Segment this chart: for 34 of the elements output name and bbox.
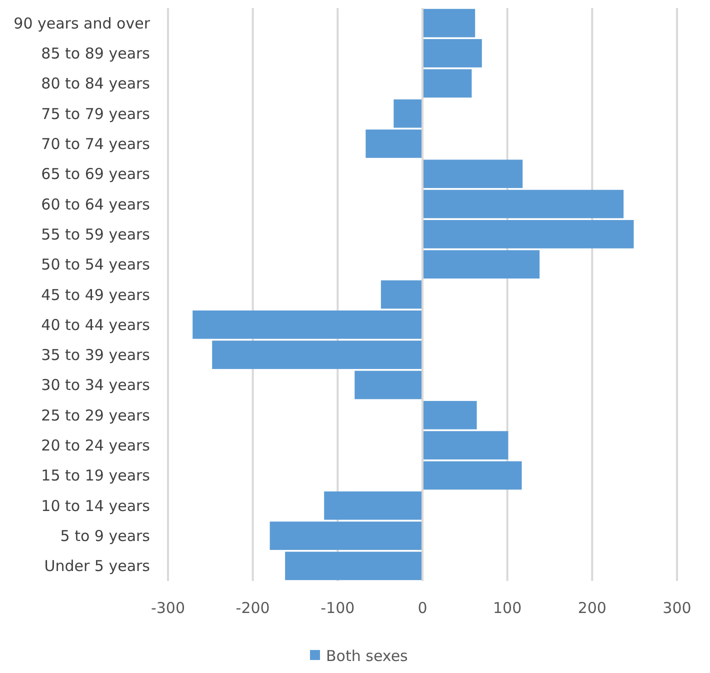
y-tick-label: 40 to 44 years bbox=[41, 316, 150, 334]
bar bbox=[422, 461, 522, 490]
x-tick-label: -100 bbox=[320, 599, 355, 617]
bar bbox=[366, 130, 422, 158]
bar bbox=[380, 280, 422, 309]
x-tick-label: 300 bbox=[662, 599, 692, 617]
y-tick-label: 15 to 19 years bbox=[41, 466, 150, 485]
bar bbox=[422, 160, 523, 188]
y-tick-label: 20 to 24 years bbox=[41, 436, 150, 455]
y-tick-label: 60 to 64 years bbox=[41, 195, 150, 214]
y-tick-label: 75 to 79 years bbox=[41, 104, 150, 123]
y-tick-label: Under 5 years bbox=[44, 557, 150, 576]
bar bbox=[394, 99, 422, 128]
y-tick-label: 80 to 84 years bbox=[41, 74, 150, 93]
x-tick-label: -200 bbox=[236, 599, 270, 617]
y-tick-label: 50 to 54 years bbox=[41, 256, 150, 274]
bar bbox=[422, 190, 624, 218]
y-tick-label: 10 to 14 years bbox=[41, 496, 150, 515]
y-tick-label: 55 to 59 years bbox=[41, 225, 150, 244]
y-tick-label: 5 to 9 years bbox=[60, 527, 150, 546]
x-tick-label: -300 bbox=[150, 599, 186, 617]
y-tick-label: 70 to 74 years bbox=[41, 134, 150, 153]
y-tick-label: 35 to 39 years bbox=[41, 346, 150, 364]
y-tick-label: 65 to 69 years bbox=[41, 165, 150, 184]
y-tick-label: 25 to 29 years bbox=[41, 406, 150, 424]
legend-label: Both sexes bbox=[326, 647, 408, 665]
x-tick-label: 100 bbox=[493, 599, 522, 617]
y-tick-label: 85 to 89 years bbox=[41, 44, 150, 62]
y-tick-label: 90 years and over bbox=[14, 14, 151, 32]
bar bbox=[354, 370, 422, 400]
y-tick-label: 30 to 34 years bbox=[41, 376, 150, 394]
x-tick-label: 200 bbox=[578, 599, 606, 617]
y-tick-label: 45 to 49 years bbox=[41, 286, 150, 304]
x-tick-label: 0 bbox=[418, 599, 428, 617]
